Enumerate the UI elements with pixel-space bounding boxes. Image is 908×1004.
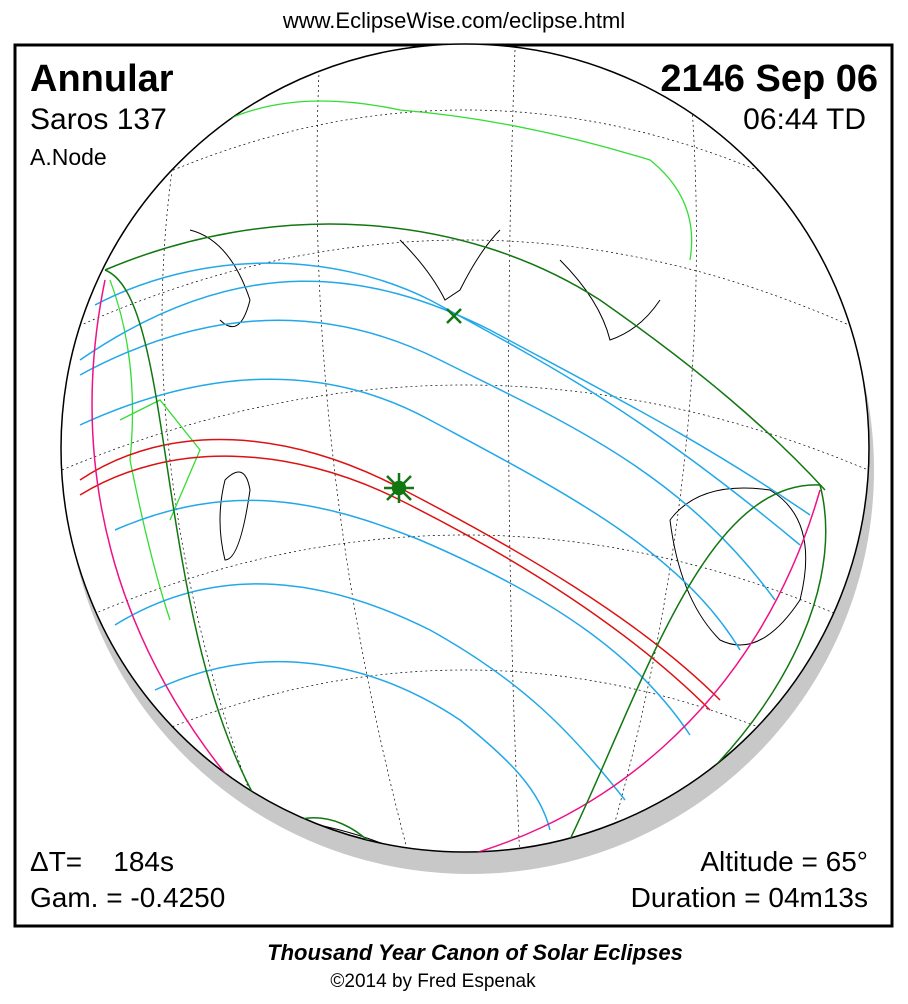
footer-credit: ©2014 by Fred Espenak	[330, 971, 536, 992]
graticule	[61, 49, 869, 852]
duration-marker	[446, 308, 462, 324]
globe	[60, 43, 870, 853]
borders	[109, 100, 693, 621]
url: www.EclipseWise.com/eclipse.html	[282, 8, 626, 33]
time: 06:44 TD	[743, 103, 866, 136]
greatest-eclipse-marker	[384, 473, 414, 503]
duration: Duration = 04m13s	[630, 882, 868, 913]
saros: Saros 137	[30, 103, 167, 136]
coastlines	[189, 229, 807, 852]
magnitude-curves	[79, 262, 811, 831]
limit-curves	[91, 279, 821, 852]
eclipse-type: Annular	[30, 58, 174, 100]
gamma: Gam. = -0.4250	[30, 882, 226, 913]
footer-title: Thousand Year Canon of Solar Eclipses	[267, 940, 683, 965]
date: 2146 Sep 06	[660, 58, 878, 100]
map-lines	[61, 49, 869, 852]
altitude: Altitude = 65°	[700, 846, 868, 877]
delta-t: ΔT= 184s	[30, 846, 174, 877]
node: A.Node	[30, 144, 107, 170]
